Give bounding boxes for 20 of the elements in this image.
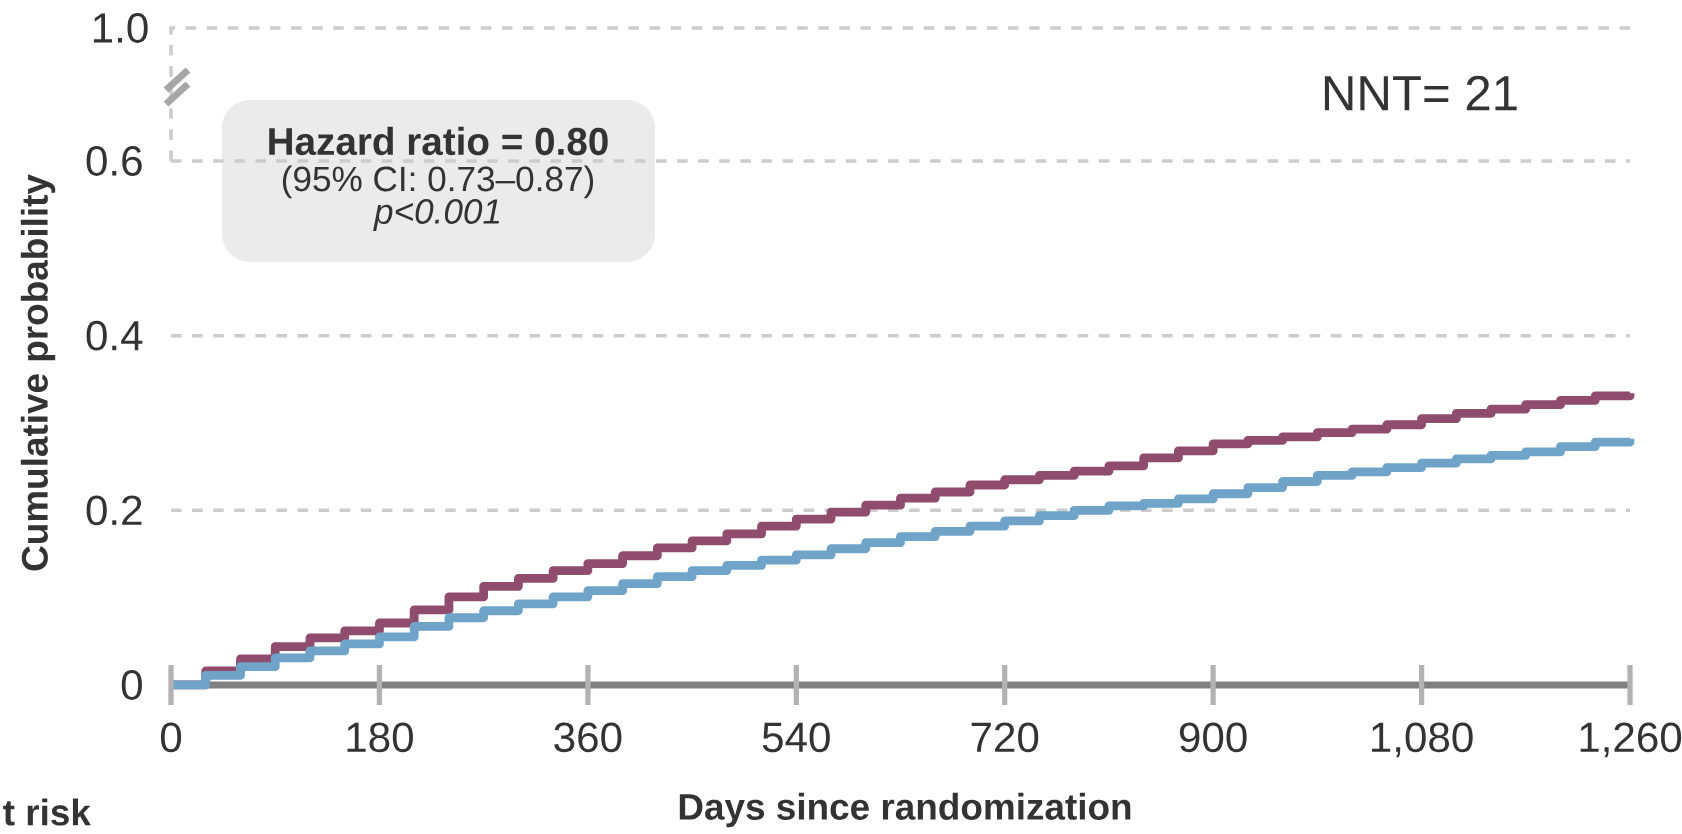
annotation: (95% CI: 0.73–0.87) [282,165,594,199]
x-axis-title: Days since randomization [679,792,1131,828]
text: 1.0 [93,13,148,43]
y-axis-title: Cumulative probability [20,174,56,571]
text: NNT= 21 [1324,75,1517,111]
x-tick-label: 1,260 [1580,722,1682,758]
x-tick-label: 180 [347,722,413,753]
y-tick-label: 0 [121,670,142,700]
y-tick-label: 0.6 [86,146,142,176]
annotation: p<0.001 [373,199,500,231]
y-tick-label: 0.4 [86,320,143,351]
x-tick-label: 720 [971,722,1039,753]
x-tick-label: 0 [160,722,182,753]
x-tick-label: 540 [762,722,830,753]
x-tick-label: 1,080 [1371,722,1473,758]
text: t risk [3,798,91,826]
y-tick-label: 0.2 [86,495,142,526]
x-tick-label: 360 [554,722,622,753]
x-tick-label: 900 [1179,722,1247,753]
text: Hazard ratio = 0.80 [269,126,608,156]
